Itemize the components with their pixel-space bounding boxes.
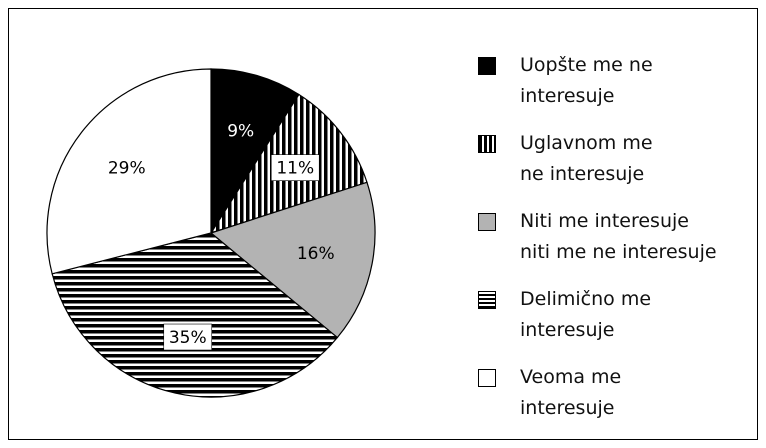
legend-label: Delimično me interesuje — [520, 288, 652, 341]
legend: Uopšte me ne interesuje Uglavnom me ne in… — [478, 50, 758, 440]
pie-slice — [209, 181, 376, 339]
label-background — [163, 323, 213, 351]
data-label: 29% — [108, 159, 146, 179]
legend-item: Uopšte me ne interesuje — [478, 50, 758, 128]
label-background — [270, 154, 320, 181]
legend-item: Niti me interesuje niti me ne interesuje — [478, 206, 758, 284]
legend-item: Uglavnom me ne interesuje — [478, 128, 758, 206]
pie-slice — [51, 232, 339, 398]
legend-swatch — [478, 213, 496, 231]
legend-swatch — [478, 57, 496, 75]
legend-swatch — [478, 369, 496, 387]
legend-swatch — [478, 291, 496, 309]
legend-item: Delimično me interesuje — [478, 284, 758, 362]
legend-label: Veoma me interesuje — [520, 366, 622, 419]
legend-label: Uopšte me ne interesuje — [520, 54, 653, 107]
data-label: 11% — [276, 159, 314, 179]
legend-swatch — [478, 135, 496, 153]
pie: 9% 11% 16% 35% 29% — [46, 68, 376, 398]
pie-slice — [46, 68, 212, 275]
border — [8, 8, 758, 440]
data-label: 35% — [169, 328, 207, 348]
legend-item: Veoma me interesuje — [478, 362, 758, 440]
data-label: 16% — [297, 244, 335, 264]
legend-label: Niti me interesuje niti me ne interesuje — [520, 210, 717, 263]
pie-slice — [210, 68, 300, 236]
data-label: 9% — [227, 122, 254, 142]
legend-label: Uglavnom me ne interesuje — [520, 132, 653, 185]
